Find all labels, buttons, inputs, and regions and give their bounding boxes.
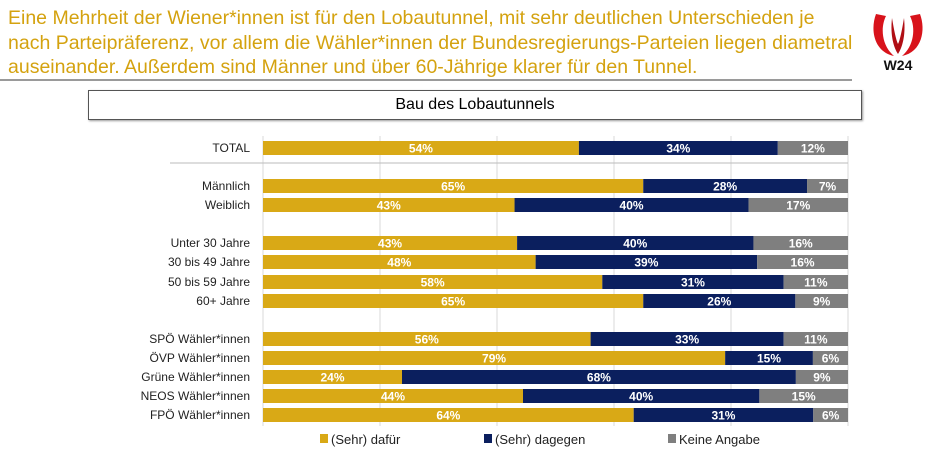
data-label: 39% <box>634 256 658 270</box>
category-label: 30 bis 49 Jahre <box>168 255 250 269</box>
data-label: 16% <box>791 256 815 270</box>
data-label: 34% <box>666 142 690 156</box>
bar-segment <box>725 351 813 365</box>
bar-segment <box>633 408 814 422</box>
data-label: 65% <box>441 295 465 309</box>
data-label: 68% <box>587 371 611 385</box>
bar-segment <box>813 408 848 422</box>
legend-label: Keine Angabe <box>679 432 760 447</box>
bar-segment <box>795 294 848 308</box>
legend-label: (Sehr) dagegen <box>495 432 585 447</box>
bar-segment <box>783 275 848 289</box>
chart-title: Bau des Lobautunnels <box>88 90 862 120</box>
divider <box>0 79 852 81</box>
data-label: 58% <box>421 276 445 290</box>
data-label: 15% <box>792 390 816 404</box>
bar-segment <box>263 332 591 346</box>
bar-segment <box>402 370 796 384</box>
data-label: 9% <box>813 371 831 385</box>
data-label: 26% <box>707 295 731 309</box>
bar-segment <box>263 179 644 193</box>
data-label: 65% <box>441 180 465 194</box>
data-label: 40% <box>629 390 653 404</box>
data-label: 64% <box>436 409 460 423</box>
data-label: 16% <box>789 237 813 251</box>
bar-segment <box>643 179 808 193</box>
legend-swatch <box>484 434 492 443</box>
data-label: 17% <box>786 199 810 213</box>
legend-label: (Sehr) dafür <box>331 432 401 447</box>
data-label: 79% <box>482 352 506 366</box>
category-label: NEOS Wähler*innen <box>141 389 250 403</box>
data-label: 44% <box>381 390 405 404</box>
data-label: 11% <box>804 276 828 290</box>
data-label: 43% <box>378 237 402 251</box>
data-label: 31% <box>681 276 705 290</box>
data-label: 48% <box>387 256 411 270</box>
bar-segment <box>807 179 848 193</box>
bar-segment <box>263 408 634 422</box>
legend-swatch <box>320 434 328 443</box>
bar-segment <box>759 389 848 403</box>
data-label: 6% <box>822 352 840 366</box>
bar-segment <box>523 389 760 403</box>
data-label: 56% <box>415 333 439 347</box>
data-label: 54% <box>409 142 433 156</box>
data-label: 28% <box>713 180 737 194</box>
data-label: 40% <box>623 237 647 251</box>
bar-segment <box>263 351 726 365</box>
bar-segment <box>263 198 515 212</box>
category-label: Unter 30 Jahre <box>171 236 251 250</box>
category-label: FPÖ Wähler*innen <box>150 408 250 422</box>
bar-segment <box>748 198 848 212</box>
bar-segment <box>263 255 536 269</box>
bar-segment <box>517 236 754 250</box>
legend-swatch <box>668 434 676 443</box>
bar-segment <box>795 370 848 384</box>
data-label: 33% <box>675 333 699 347</box>
category-label: ÖVP Wähler*innen <box>150 351 251 365</box>
bar-segment <box>753 236 848 250</box>
data-label: 9% <box>813 295 831 309</box>
data-label: 40% <box>620 199 644 213</box>
category-label: Grüne Wähler*innen <box>141 370 250 384</box>
bar-segment <box>263 294 644 308</box>
category-label: TOTAL <box>212 141 250 155</box>
bar-segment <box>263 141 579 155</box>
bar-segment <box>602 275 784 289</box>
data-label: 11% <box>804 333 828 347</box>
data-label: 12% <box>801 142 825 156</box>
logo-text: W24 <box>883 57 913 73</box>
w24-logo <box>873 14 923 56</box>
bar-segment <box>263 389 523 403</box>
category-label: Männlich <box>202 179 250 193</box>
category-label: SPÖ Wähler*innen <box>149 332 250 346</box>
data-label: 43% <box>377 199 401 213</box>
data-label: 7% <box>819 180 837 194</box>
bar-segment <box>578 141 778 155</box>
category-label: 50 bis 59 Jahre <box>168 275 250 289</box>
bar-segment <box>757 255 848 269</box>
headline: Eine Mehrheit der Wiener*innen ist für d… <box>8 7 853 78</box>
bar-segment <box>535 255 758 269</box>
bar-segment <box>777 141 848 155</box>
bar-segment <box>514 198 749 212</box>
category-label: 60+ Jahre <box>196 294 250 308</box>
bar-segment <box>263 275 603 289</box>
data-label: 31% <box>711 409 735 423</box>
data-label: 24% <box>320 371 344 385</box>
bar-segment <box>590 332 784 346</box>
data-label: 6% <box>822 409 840 423</box>
bar-segment <box>812 351 848 365</box>
category-label: Weiblich <box>205 198 250 212</box>
bar-segment <box>643 294 796 308</box>
bar-segment <box>783 332 848 346</box>
data-label: 15% <box>757 352 781 366</box>
bar-segment <box>263 370 403 384</box>
bar-segment <box>263 236 518 250</box>
